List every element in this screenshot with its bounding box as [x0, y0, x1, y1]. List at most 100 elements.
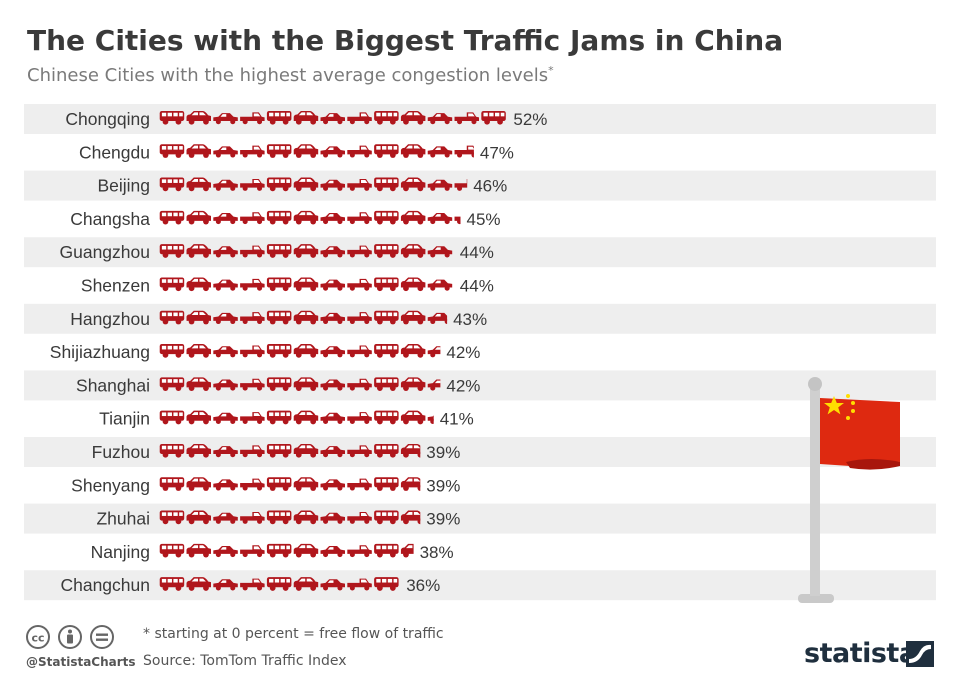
chart-row: Shenyang 39%: [24, 470, 936, 501]
tick-label: Shenzen: [81, 276, 150, 296]
car-icon: [240, 378, 265, 391]
car-icon: [159, 543, 185, 558]
car-icon: [481, 110, 506, 125]
car-icon: [320, 279, 345, 291]
car-icon: [400, 144, 426, 158]
license-icons: cc: [26, 625, 114, 649]
car-icon: [240, 112, 265, 125]
car-icon: [266, 177, 292, 192]
footnote: * starting at 0 percent = free flow of t…: [143, 626, 444, 642]
car-icon: [186, 310, 211, 325]
car-icon: [266, 244, 292, 258]
car-icon: [159, 577, 185, 591]
car-icon: [293, 210, 319, 225]
car-icon: [293, 410, 319, 425]
car-icon: [266, 410, 292, 425]
car-icon: [240, 511, 265, 524]
car-icon: [400, 344, 426, 358]
cc-icon: cc: [26, 625, 50, 649]
subtitle-footnote-mark: *: [548, 64, 554, 77]
car-icon: [347, 445, 372, 458]
value-label: 39%: [426, 510, 460, 529]
car-icon: [293, 443, 319, 458]
car-icon: [427, 113, 453, 125]
car-icon: [320, 412, 345, 424]
tick-label: Changsha: [70, 209, 150, 229]
value-label: 39%: [426, 443, 460, 462]
car-icon: [266, 477, 292, 491]
tick-label: Shanghai: [76, 375, 150, 395]
car-icon: [186, 244, 211, 258]
bar-shenzen: [159, 277, 453, 292]
car-icon: [186, 144, 211, 158]
chart-row: Hangzhou 43%: [24, 303, 936, 334]
bar-shijiazhuang: [159, 344, 441, 358]
chart-row: Zhuhai 39%: [24, 503, 936, 534]
bar-shenyang: [159, 477, 421, 491]
car-icon: [186, 177, 211, 192]
nd-icon: [90, 625, 114, 649]
car-icon: [240, 545, 265, 558]
chart-row: Guangzhou 44%: [24, 237, 936, 268]
car-icon: [159, 410, 185, 425]
car-icon: [374, 244, 399, 258]
statista-brand[interactable]: statista: [804, 638, 917, 669]
bar-tianjin: [159, 410, 434, 425]
car-icon: [347, 178, 372, 191]
car-icon: [159, 110, 185, 125]
car-icon: [293, 477, 319, 491]
car-icon: [454, 216, 461, 225]
car-icon: [374, 210, 399, 225]
car-icon: [320, 146, 345, 158]
car-icon: [293, 377, 319, 392]
car-icon: [427, 213, 453, 225]
value-label: 36%: [406, 576, 440, 595]
car-icon: [266, 543, 292, 558]
bar-chongqing: [159, 110, 506, 125]
car-icon: [213, 512, 238, 524]
car-icon: [240, 145, 265, 158]
car-icon: [320, 346, 345, 358]
tick-label: Chengdu: [79, 142, 150, 162]
chart-row: Fuzhou 39%: [24, 437, 936, 467]
car-icon: [159, 510, 185, 525]
car-icon: [400, 543, 414, 558]
china-flag-icon: [798, 377, 900, 603]
car-icon: [374, 277, 399, 292]
value-label: 41%: [440, 410, 474, 429]
car-icon: [374, 410, 399, 425]
car-icon: [213, 579, 238, 591]
car-icon: [400, 310, 426, 325]
car-icon: [374, 144, 399, 158]
car-icon: [266, 443, 292, 458]
bar-chengdu: [159, 144, 474, 158]
car-icon: [213, 446, 238, 458]
chart-row: Beijing 46%: [24, 170, 936, 201]
car-icon: [240, 412, 265, 424]
car-icon: [320, 512, 345, 524]
car-icon: [320, 546, 345, 558]
car-icon: [374, 577, 399, 591]
tick-label: Chongqing: [65, 109, 150, 129]
car-icon: [186, 477, 211, 491]
car-icon: [293, 277, 319, 292]
twitter-handle: @StatistaCharts: [26, 655, 136, 669]
car-icon: [374, 477, 399, 491]
car-icon: [186, 110, 211, 125]
chart-row: Chengdu 47%: [24, 137, 936, 168]
car-icon: [400, 177, 426, 192]
tick-label: Shijiazhuang: [50, 342, 150, 362]
car-icon: [293, 244, 319, 258]
car-icon: [400, 477, 421, 491]
by-icon: [58, 625, 82, 649]
car-icon: [213, 479, 238, 491]
value-label: 39%: [426, 476, 460, 495]
car-icon: [186, 377, 211, 392]
bar-beijing: [159, 177, 468, 192]
bar-zhuhai: [159, 510, 421, 525]
car-icon: [293, 177, 319, 192]
car-icon: [213, 412, 238, 424]
car-icon: [240, 578, 265, 591]
car-icon: [400, 244, 426, 258]
car-icon: [347, 412, 372, 424]
